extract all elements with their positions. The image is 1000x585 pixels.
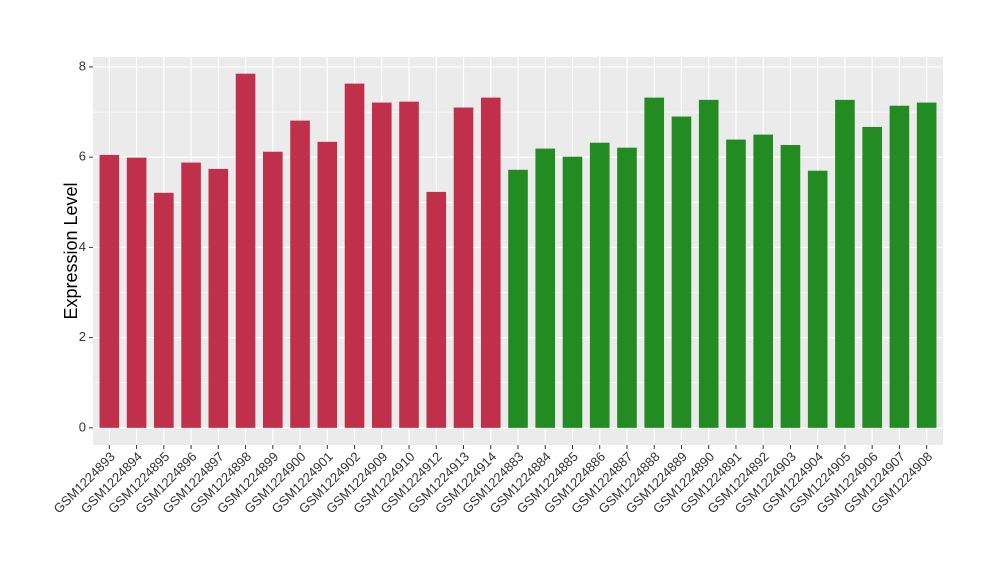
bar bbox=[807, 170, 828, 428]
bar bbox=[290, 120, 310, 428]
bar bbox=[317, 141, 338, 428]
bar bbox=[535, 148, 556, 428]
bar bbox=[453, 107, 474, 428]
y-axis-label: Expression Level bbox=[61, 182, 81, 319]
y-tick-label: 2 bbox=[79, 329, 86, 344]
bar bbox=[181, 162, 201, 428]
bar bbox=[126, 157, 147, 428]
y-tick-label: 6 bbox=[79, 149, 86, 164]
bar bbox=[154, 192, 174, 428]
bar bbox=[235, 73, 256, 428]
bar bbox=[399, 101, 419, 428]
y-tick-label: 0 bbox=[79, 419, 86, 434]
bar bbox=[644, 97, 665, 428]
bar bbox=[99, 154, 120, 428]
bar bbox=[753, 134, 773, 428]
bar bbox=[916, 102, 937, 428]
bar bbox=[671, 116, 692, 428]
bar bbox=[617, 147, 637, 428]
bar bbox=[263, 151, 283, 428]
bar bbox=[371, 102, 392, 428]
bar bbox=[862, 126, 882, 428]
bar bbox=[508, 169, 528, 428]
bar bbox=[562, 156, 583, 428]
bar bbox=[480, 97, 501, 428]
y-tick-label: 4 bbox=[79, 239, 86, 254]
bar bbox=[889, 105, 910, 428]
bar bbox=[426, 191, 447, 428]
bar bbox=[835, 99, 855, 428]
y-tick-label: 8 bbox=[79, 58, 86, 73]
bar bbox=[726, 139, 746, 428]
bar bbox=[780, 144, 801, 428]
bar bbox=[344, 83, 365, 428]
bar bbox=[208, 168, 229, 428]
bar bbox=[698, 99, 719, 428]
bar bbox=[589, 142, 610, 428]
